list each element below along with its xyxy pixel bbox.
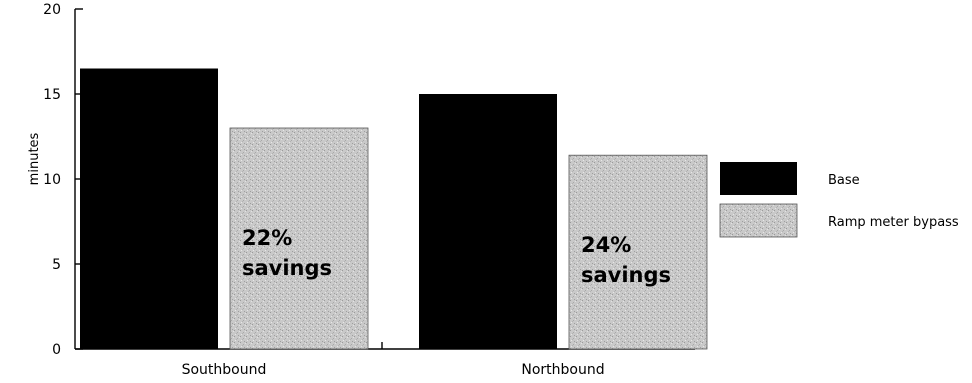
savings-annotation: 24% (581, 233, 631, 257)
legend: Base Ramp meter bypass (719, 162, 959, 238)
bars: 22% savings 24% savings (80, 68, 708, 350)
bar-ramp-meter-bypass-northbound (568, 154, 708, 350)
bar-ramp-meter-bypass-southbound (229, 127, 369, 350)
y-axis-label: minutes (27, 132, 42, 185)
y-tick-label: 10 (43, 172, 61, 188)
y-tick-label: 5 (52, 257, 61, 273)
legend-swatch-ramp-meter-bypass (719, 203, 798, 238)
bar-base-northbound (419, 94, 557, 349)
legend-swatch-base (720, 162, 797, 195)
bar-base-southbound (80, 68, 218, 349)
x-tick-label: Northbound (521, 362, 604, 378)
savings-annotation: 22% (242, 226, 292, 250)
y-tick-label: 15 (43, 87, 61, 103)
y-tick-label: 0 (52, 342, 61, 358)
savings-annotation: savings (581, 263, 671, 287)
legend-label: Ramp meter bypass (828, 215, 959, 230)
x-tick-label: Southbound (182, 362, 267, 378)
y-tick-label: 20 (43, 2, 61, 18)
legend-label: Base (828, 173, 860, 188)
savings-annotation: savings (242, 256, 332, 280)
